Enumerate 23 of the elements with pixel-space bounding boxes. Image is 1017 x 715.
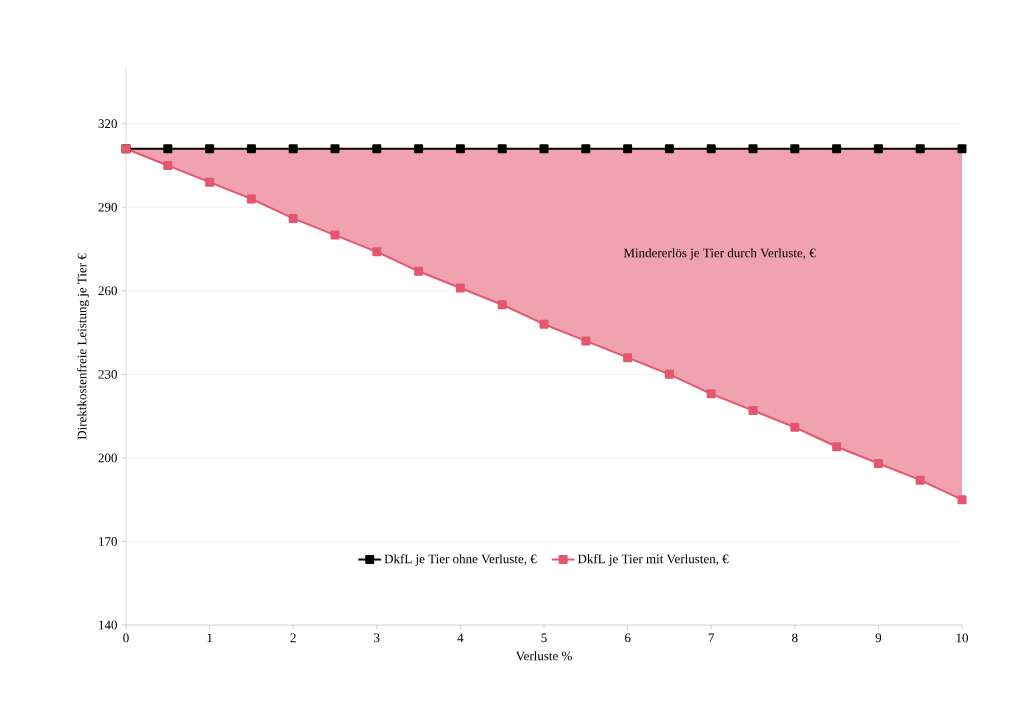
x-tick-label: 9 xyxy=(875,633,882,643)
y-tick-label: 170 xyxy=(99,537,117,546)
x-tick-label: 7 xyxy=(708,633,715,643)
x-tick-label: 1 xyxy=(207,633,213,643)
y-axis-title: Direktkostenfreie Leistung je Tier € xyxy=(77,253,90,440)
y-tick-label: 290 xyxy=(98,202,117,212)
x-tick-label: 5 xyxy=(541,633,547,643)
x-tick-label: 8 xyxy=(792,633,798,643)
y-tick-label: 320 xyxy=(98,119,117,129)
legend-label: DkfL je Tier ohne Verluste, € xyxy=(384,553,537,566)
y-tick-label: 260 xyxy=(98,286,117,296)
y-tick-label: 140 xyxy=(99,620,117,630)
x-tick-label: 4 xyxy=(457,633,464,643)
x-tick-label: 3 xyxy=(374,633,380,643)
y-tick-label: 200 xyxy=(98,453,117,463)
x-tick-label: 0 xyxy=(123,633,129,643)
x-tick-label: 10 xyxy=(956,633,969,643)
x-tick-label: 6 xyxy=(624,633,631,643)
x-axis-title: Verluste % xyxy=(515,651,572,661)
x-tick-label: 2 xyxy=(290,633,296,643)
annotation: Mindererlös je Tier durch Verluste, € xyxy=(623,248,816,260)
y-tick-label: 230 xyxy=(98,369,117,379)
legend-label: DkfL je Tier mit Verlusten, € xyxy=(577,553,729,566)
